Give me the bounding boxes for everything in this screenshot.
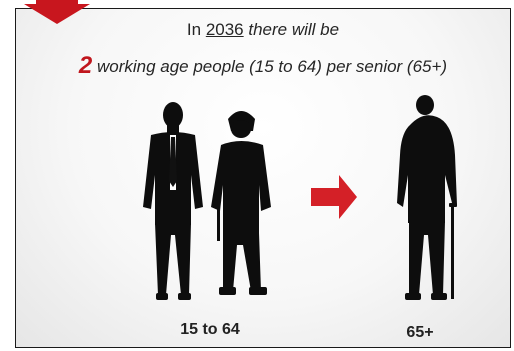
right-arrow-icon [311,175,357,219]
senior-silhouette [397,95,457,300]
headline-year: 2036 [205,20,244,39]
down-arrow-icon [24,0,90,24]
headline-suffix: there will be [248,20,340,39]
ratio-number: 2 [78,52,93,79]
caption-working-age: 15 to 64 [180,321,240,338]
businessman-silhouette [143,102,203,300]
people-illustration [143,95,457,300]
caption-senior: 65+ [406,324,434,341]
headline-line-2: 2 working age people (15 to 64) per seni… [15,52,511,80]
headline-prefix: In [186,20,202,39]
soldier-silhouette [211,111,271,295]
ratio-description: working age people (15 to 64) per senior… [96,57,448,76]
headline-line-1: In 2036 there will be [15,20,511,40]
